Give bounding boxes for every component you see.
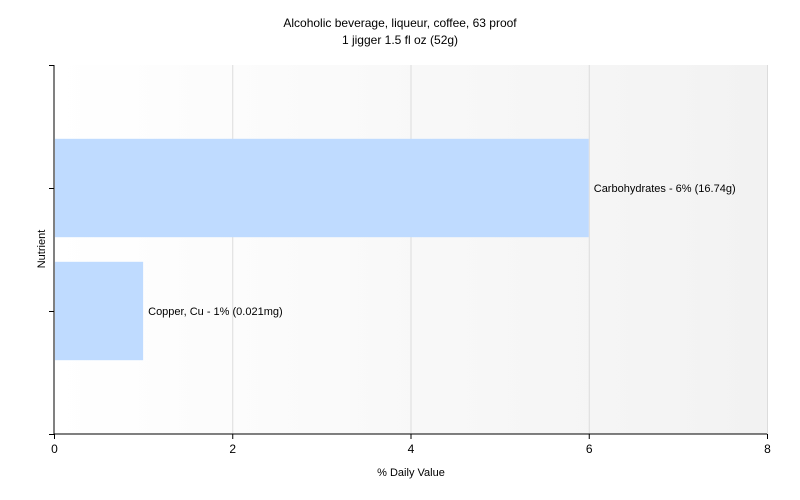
chart-subtitle: 1 jigger 1.5 fl oz (52g) [342,33,458,47]
bar [55,261,144,361]
x-tick-label: 2 [229,442,236,456]
bar-data-label: Carbohydrates - 6% (16.74g) [594,183,736,195]
x-tick-label: 6 [586,442,593,456]
x-axis-title: % Daily Value [377,467,445,479]
data-labels: Carbohydrates - 6% (16.74g) Copper, Cu - … [148,183,735,318]
chart-title: Alcoholic beverage, liqueur, coffee, 63 … [283,16,517,30]
x-tick-label: 8 [764,442,771,456]
bar [55,138,589,238]
y-axis-title: Nutrient [36,230,48,269]
x-tick-label: 4 [408,442,415,456]
x-tick-label: 0 [51,442,58,456]
grid-lines [232,65,768,434]
ticks: 0 2 4 6 8 [49,65,771,456]
bars [55,138,589,361]
bar-data-label: Copper, Cu - 1% (0.021mg) [148,306,283,318]
